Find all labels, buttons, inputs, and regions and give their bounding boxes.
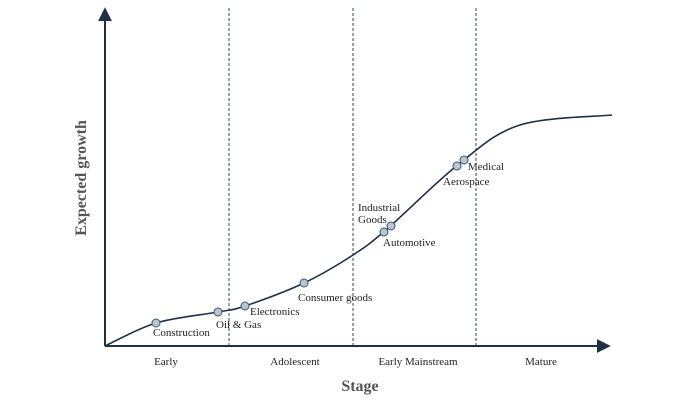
stage-label: Adolescent: [270, 356, 319, 368]
industry-point: [240, 301, 250, 311]
industry-point: [379, 227, 389, 237]
stage-label: Mature: [525, 356, 557, 368]
y-axis-title: Expected growth: [73, 120, 90, 236]
stage-label: Early: [154, 356, 178, 368]
point-label: Medical: [468, 161, 504, 173]
x-axis-title: Stage: [341, 378, 378, 395]
stage-label: Early Mainstream: [378, 356, 458, 368]
point-label: Aerospace: [443, 176, 490, 188]
point-label: Industrial: [358, 202, 400, 214]
dividers: [228, 8, 477, 346]
industry-point: [386, 221, 396, 231]
industry-point: [452, 161, 462, 171]
point-label: Automotive: [383, 237, 436, 249]
point-label: Consumer goods: [298, 292, 372, 304]
point-label: Goods: [358, 214, 387, 226]
point-label: Electronics: [250, 306, 299, 318]
industry-point: [213, 307, 223, 317]
industry-point: [459, 155, 469, 165]
growth-curve: [104, 114, 613, 347]
point-label: Construction: [153, 327, 210, 339]
point-label: Oil & Gas: [216, 319, 261, 331]
industry-point: [151, 318, 161, 328]
industry-point: [299, 278, 309, 288]
